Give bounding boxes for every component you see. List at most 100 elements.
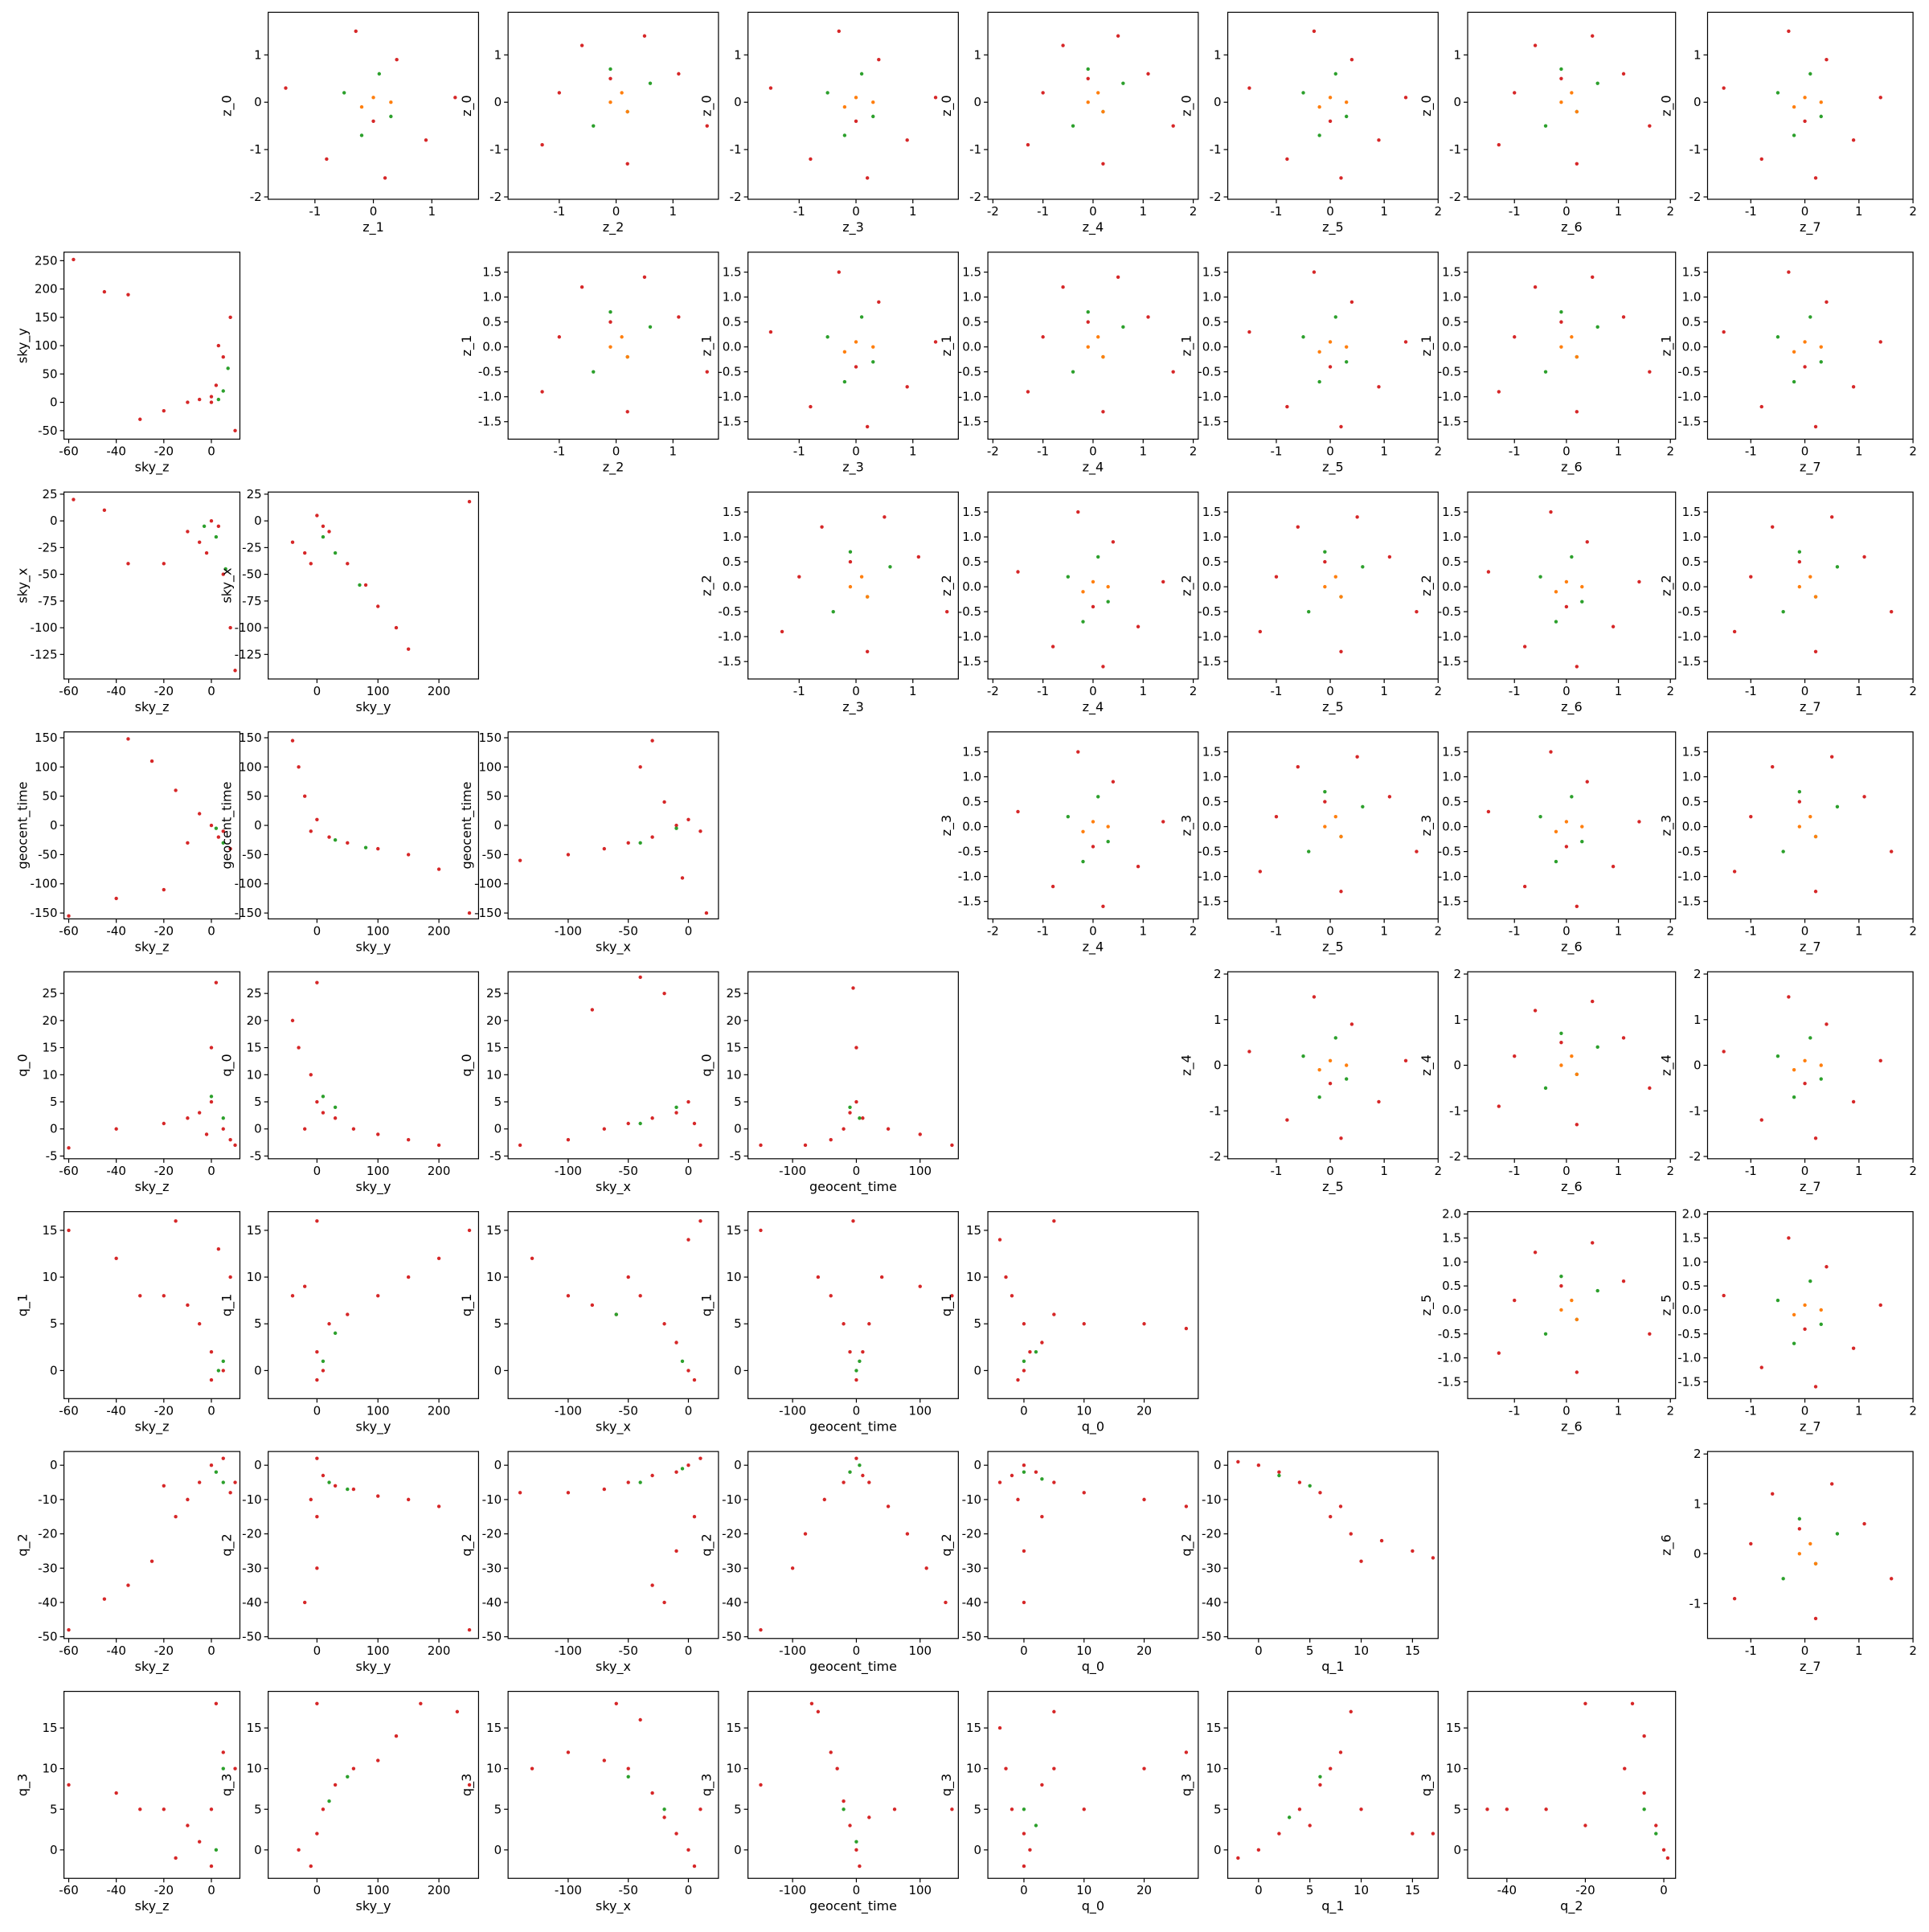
point bbox=[221, 1480, 225, 1484]
point bbox=[1091, 845, 1096, 849]
y-tick-label: 1.0 bbox=[1442, 530, 1461, 544]
axes-background bbox=[1707, 252, 1914, 440]
x-tick-label: 2 bbox=[1435, 204, 1443, 219]
point bbox=[1323, 789, 1327, 794]
axes-frame bbox=[268, 491, 480, 680]
y-tick-label: 0 bbox=[734, 1843, 742, 1857]
point bbox=[1339, 176, 1343, 180]
point bbox=[1184, 1326, 1189, 1331]
y-tick-label: -1.5 bbox=[1198, 415, 1221, 429]
point bbox=[662, 991, 666, 996]
y-axis-label: q_3 bbox=[939, 1774, 955, 1796]
y-tick-label: 1.0 bbox=[1442, 290, 1461, 305]
point bbox=[674, 1111, 678, 1115]
point bbox=[1355, 515, 1359, 519]
point bbox=[221, 1127, 225, 1131]
point bbox=[1575, 665, 1579, 669]
point bbox=[1034, 1470, 1038, 1474]
x-tick-label: 0 bbox=[313, 684, 322, 698]
y-tick-label: 0.0 bbox=[962, 820, 981, 834]
point bbox=[1142, 1497, 1146, 1502]
y-tick-label: -150 bbox=[474, 906, 502, 920]
point bbox=[1575, 1317, 1579, 1322]
point bbox=[638, 1480, 642, 1484]
y-tick-label: 15 bbox=[1446, 1721, 1461, 1735]
axes-background bbox=[268, 492, 479, 679]
x-tick-label: 0 bbox=[612, 444, 620, 458]
point bbox=[1559, 345, 1563, 349]
y-tick-label: 15 bbox=[727, 1721, 742, 1735]
y-tick-label: 1.5 bbox=[482, 265, 502, 280]
point bbox=[674, 823, 678, 828]
point bbox=[126, 737, 130, 741]
y-axis-label: q_1 bbox=[15, 1294, 31, 1316]
y-axis-label: z_0 bbox=[1658, 95, 1674, 117]
point bbox=[1642, 1734, 1646, 1738]
point bbox=[1349, 1709, 1353, 1714]
y-tick-label: 15 bbox=[966, 1721, 981, 1735]
point bbox=[1665, 1856, 1670, 1860]
x-tick-label: 1 bbox=[670, 204, 678, 219]
x-tick-label: -60 bbox=[59, 1643, 79, 1658]
point bbox=[686, 1463, 690, 1467]
y-tick-label: -50 bbox=[242, 847, 262, 862]
point bbox=[1076, 750, 1080, 754]
point bbox=[202, 524, 207, 528]
point bbox=[1544, 1807, 1548, 1811]
y-tick-label: 15 bbox=[486, 1223, 502, 1238]
point bbox=[842, 379, 847, 384]
point bbox=[608, 76, 612, 80]
x-axis-label: q_1 bbox=[1321, 1659, 1344, 1675]
x-tick-label: 1 bbox=[1855, 1643, 1863, 1658]
point bbox=[680, 876, 685, 880]
y-tick-label: 0 bbox=[254, 514, 262, 528]
point bbox=[1116, 275, 1120, 279]
x-tick-label: 1 bbox=[1139, 684, 1147, 698]
point bbox=[1082, 1491, 1086, 1495]
y-tick-label: -1.5 bbox=[958, 654, 981, 669]
y-tick-label: -1.0 bbox=[958, 870, 981, 884]
point bbox=[837, 270, 841, 274]
point bbox=[759, 1143, 763, 1148]
point bbox=[1570, 795, 1574, 799]
y-tick-label: -1.0 bbox=[478, 390, 502, 404]
y-tick-label: -20 bbox=[242, 1527, 262, 1541]
y-axis-label: z_0 bbox=[459, 95, 475, 117]
y-tick-label: 1.0 bbox=[1442, 770, 1461, 784]
point bbox=[1317, 350, 1321, 354]
point bbox=[566, 1491, 571, 1495]
y-tick-label: 0 bbox=[1694, 1546, 1702, 1561]
y-tick-label: 15 bbox=[247, 1223, 262, 1238]
point bbox=[848, 584, 853, 589]
y-tick-label: -75 bbox=[38, 594, 58, 608]
point bbox=[1101, 354, 1105, 359]
point bbox=[1323, 800, 1327, 804]
point bbox=[854, 119, 858, 123]
point bbox=[1522, 645, 1527, 649]
point bbox=[209, 1807, 214, 1811]
point bbox=[626, 1480, 630, 1484]
y-tick-label: 1.5 bbox=[962, 265, 981, 280]
axes-frame bbox=[507, 971, 719, 1160]
x-tick-label: -40 bbox=[106, 444, 126, 458]
x-tick-label: -1 bbox=[1509, 444, 1521, 458]
axes-background bbox=[1468, 1211, 1676, 1399]
x-axis-label: z_5 bbox=[1322, 1179, 1344, 1195]
y-tick-label: 5 bbox=[254, 1802, 262, 1816]
y-tick-label: -50 bbox=[482, 1630, 502, 1644]
point bbox=[186, 1497, 190, 1502]
point bbox=[1377, 138, 1381, 142]
point bbox=[848, 1111, 852, 1115]
point bbox=[642, 275, 647, 279]
x-tick-label: 1 bbox=[1615, 1164, 1623, 1178]
x-axis-label: sky_x bbox=[596, 939, 631, 955]
y-axis-label: q_3 bbox=[1179, 1774, 1195, 1796]
x-tick-label: -100 bbox=[555, 1883, 582, 1897]
point bbox=[467, 911, 472, 915]
x-tick-label: 0 bbox=[370, 204, 378, 219]
point bbox=[1554, 620, 1558, 624]
point bbox=[1749, 814, 1753, 819]
